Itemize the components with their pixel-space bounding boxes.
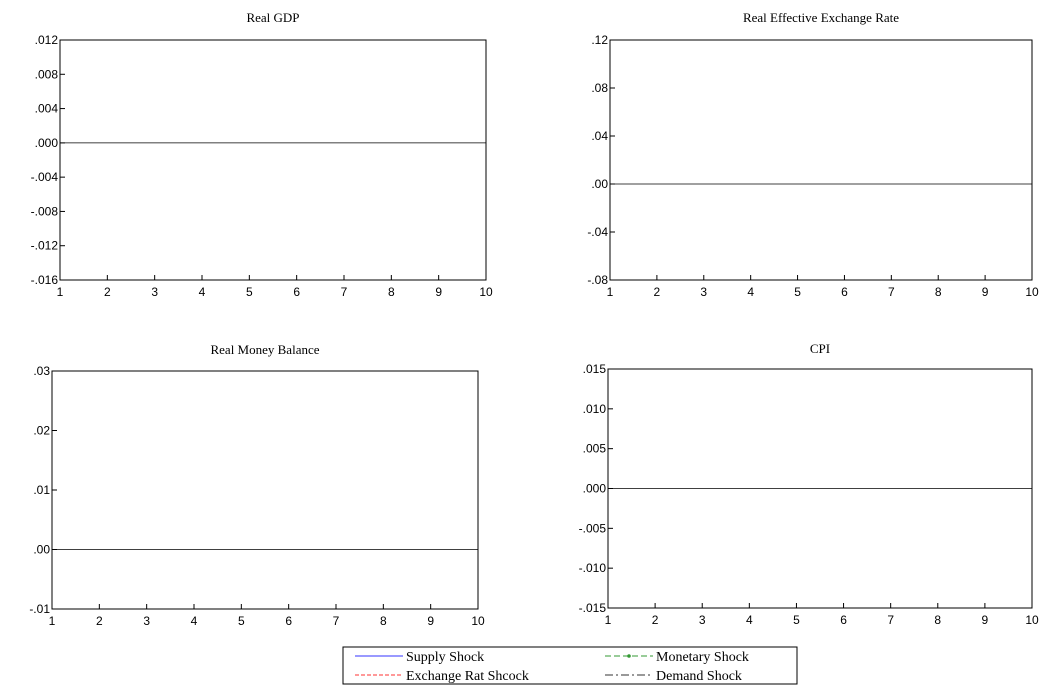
x-tick-label: 8 [388,285,395,299]
x-tick-label: 3 [700,285,707,299]
panel-title: Real GDP [246,10,299,25]
y-tick-label: .08 [591,81,608,95]
y-tick-label: .015 [583,362,607,376]
legend-label: Supply Shock [406,650,484,665]
x-tick-label: 6 [841,285,848,299]
legend-box [342,646,798,685]
y-tick-label: .12 [591,33,608,47]
y-tick-label: -.015 [579,601,607,615]
x-tick-label: 5 [238,614,245,628]
x-tick-label: 7 [341,285,348,299]
x-tick-label: 10 [479,285,493,299]
x-tick-label: 6 [840,613,847,627]
y-tick-label: .01 [33,483,50,497]
x-tick-label: 8 [935,285,942,299]
x-tick-label: 5 [246,285,253,299]
x-tick-label: 10 [1025,285,1039,299]
x-tick-label: 2 [96,614,103,628]
plot-frame [609,39,1033,281]
chart-panels: Real GDP.012.008.004.000-.004-.008-.012-… [29,10,1039,628]
y-tick-label: .000 [583,482,607,496]
y-tick-label: -.016 [31,273,59,287]
x-tick-label: 3 [151,285,158,299]
y-tick-label: -.004 [31,170,59,184]
x-tick-label: 9 [427,614,434,628]
legend-entry: Supply Shock [355,650,484,665]
x-tick-label: 6 [285,614,292,628]
legend-entry: Exchange Rat Shcock [355,669,529,684]
y-tick-label: .02 [33,424,50,438]
panel-title: CPI [810,341,830,356]
y-tick-label: .004 [35,102,59,116]
x-tick-label: 3 [143,614,150,628]
chart-panel-2: Real Effective Exchange Rate .12 .08 .04 .00… [587,10,1039,299]
y-tick-label: .008 [35,67,59,81]
x-tick-label: 9 [435,285,442,299]
legend: Supply Shock Monetary Shock Exchange Rat S… [342,646,798,685]
x-tick-label: 4 [746,613,753,627]
chart-panel-1: Real GDP .012 .008 .004 .000 -.004 -.008 -.012 -… [31,10,493,299]
x-tick-label: 4 [199,285,206,299]
y-tick-label: .00 [591,177,608,191]
x-tick-label: 1 [57,285,64,299]
x-tick-label: 9 [982,613,989,627]
x-tick-label: 1 [49,614,56,628]
y-tick-label: -.008 [31,204,59,218]
y-tick-label: -.010 [579,561,607,575]
panel-title: Real Effective Exchange Rate [743,10,899,25]
x-tick-label: 2 [104,285,111,299]
x-tick-label: 4 [747,285,754,299]
legend-entry: Monetary Shock [605,650,749,665]
y-tick-label: -.01 [29,602,50,616]
y-tick-label: -.005 [579,521,607,535]
x-tick-label: 3 [699,613,706,627]
y-tick-label: .000 [35,136,59,150]
y-tick-label: -.04 [587,225,608,239]
plot-frame [51,370,479,610]
y-tick-label: .03 [33,364,50,378]
legend-label: Exchange Rat Shcock [406,669,529,684]
plot-frame [59,39,487,281]
legend-marker [627,654,631,658]
y-tick-label: .012 [35,33,59,47]
legend-label: Monetary Shock [656,650,749,665]
x-tick-label: 8 [934,613,941,627]
x-tick-label: 2 [652,613,659,627]
x-tick-label: 10 [471,614,485,628]
x-tick-label: 7 [888,285,895,299]
x-tick-label: 7 [333,614,340,628]
x-tick-label: 9 [982,285,989,299]
chart-panel-3: Real Money Balance .03 .02 .01 .00 -.011 2 3 4 5 6… [29,342,485,628]
x-tick-label: 2 [654,285,661,299]
y-tick-label: .00 [33,543,50,557]
x-tick-label: 8 [380,614,387,628]
legend-entry: Demand Shock [605,669,742,684]
x-tick-label: 10 [1025,613,1039,627]
y-tick-label: .010 [583,402,607,416]
y-tick-label: -.08 [587,273,608,287]
x-tick-label: 1 [607,285,614,299]
y-tick-label: .005 [583,442,607,456]
x-tick-label: 6 [293,285,300,299]
x-tick-label: 7 [887,613,894,627]
x-tick-label: 1 [605,613,612,627]
x-tick-label: 5 [793,613,800,627]
legend-label: Demand Shock [656,669,742,684]
panel-title: Real Money Balance [210,342,319,357]
y-tick-label: .04 [591,129,608,143]
x-tick-label: 4 [191,614,198,628]
y-tick-label: -.012 [31,239,59,253]
x-tick-label: 5 [794,285,801,299]
